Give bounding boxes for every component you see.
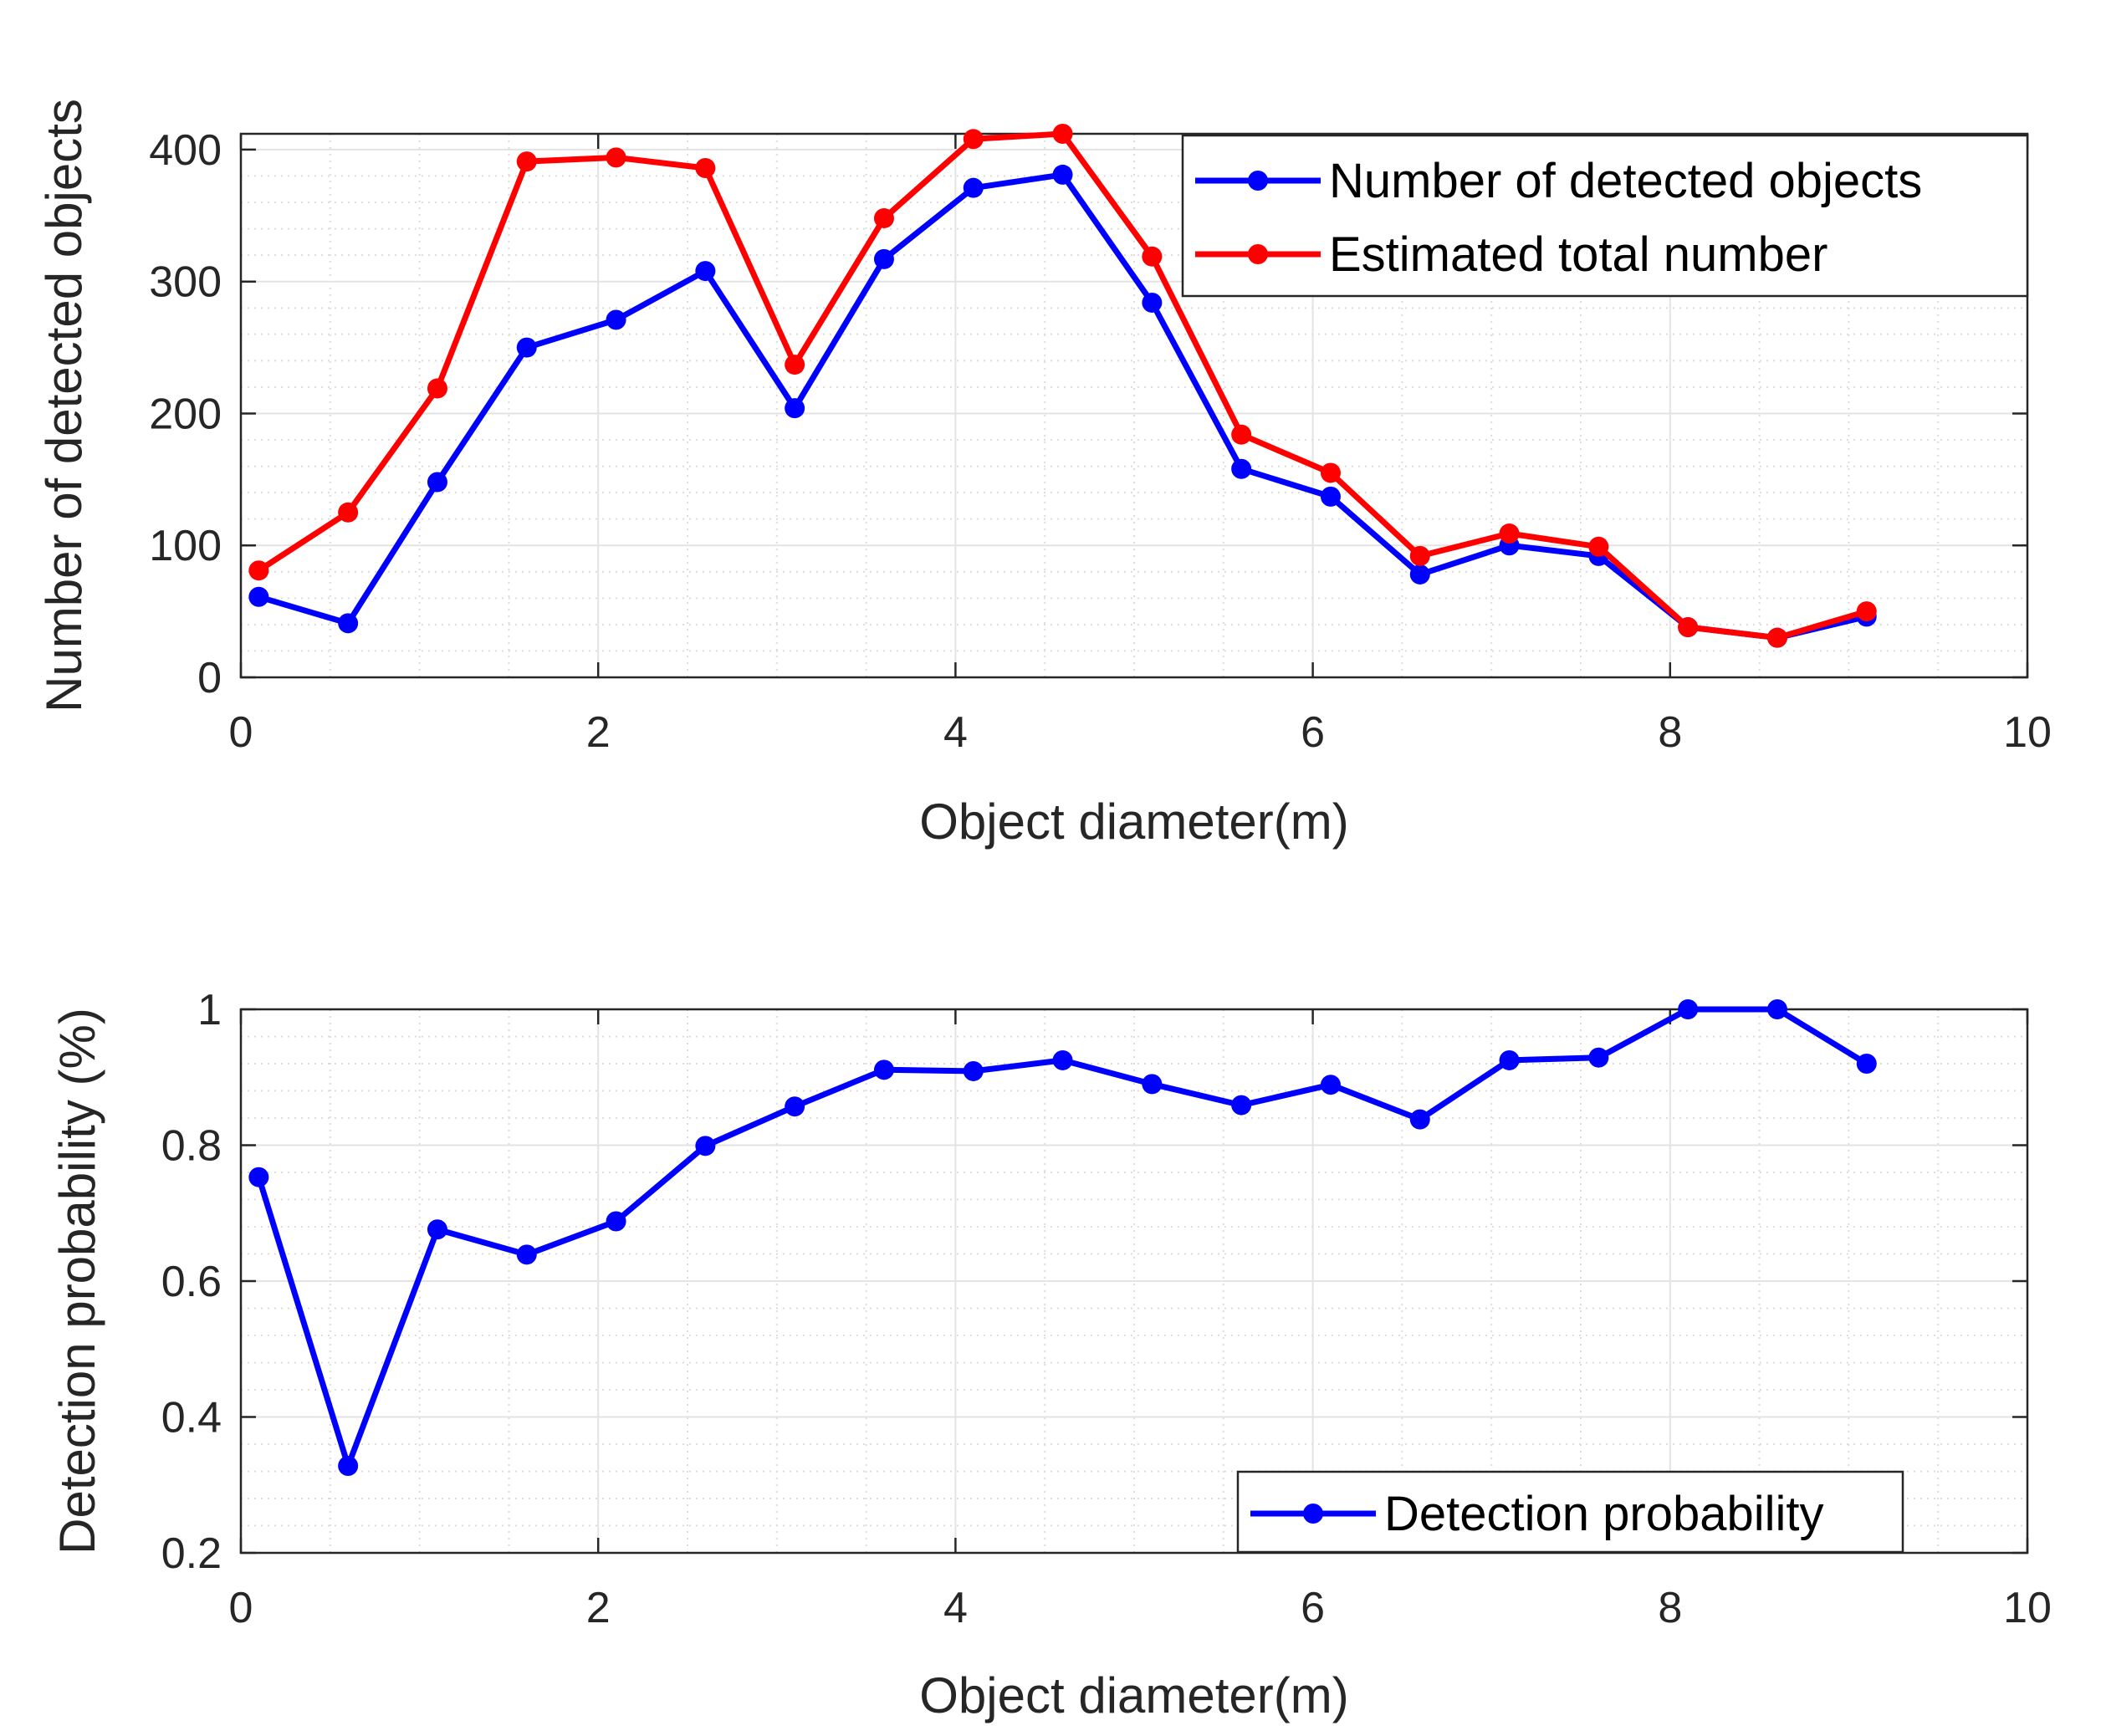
legend-item: Estimated total number	[1195, 227, 1828, 282]
legend-item: Number of detected objects	[1195, 154, 1922, 208]
data-point	[1320, 1075, 1341, 1095]
x-tick-label: 0	[229, 1584, 253, 1632]
data-point	[1231, 424, 1252, 445]
y-tick-label: 200	[149, 390, 222, 438]
x-tick-label: 0	[229, 708, 253, 757]
data-point	[873, 1059, 894, 1080]
legend: Number of detected objects Estimated tota…	[1181, 134, 2029, 298]
y-tick-label: 0.8	[161, 1122, 222, 1171]
x-axis-title: Object diameter(m)	[919, 794, 1348, 850]
x-tick-label: 2	[586, 708, 611, 757]
data-point	[248, 1167, 269, 1187]
data-point	[1678, 617, 1699, 638]
data-point	[1409, 545, 1430, 566]
x-tick-label: 6	[1301, 1584, 1325, 1632]
data-point	[1409, 1109, 1430, 1130]
x-tick-label: 10	[2003, 1584, 2052, 1632]
data-point	[516, 337, 537, 358]
data-point	[963, 129, 984, 150]
data-point	[1142, 246, 1163, 267]
data-point	[427, 472, 447, 493]
data-point	[248, 586, 269, 607]
chart-2: 0 2 4 6 8 10 0.2 0.4 0.6 0.8 1 Object diameter(m) De…	[49, 986, 2052, 1723]
data-point	[1320, 486, 1341, 507]
series-2	[248, 124, 1877, 648]
legend-marker	[1303, 1504, 1323, 1524]
data-point	[1320, 462, 1341, 483]
data-point	[1588, 1047, 1609, 1068]
y-tick-label: 0	[197, 654, 222, 702]
data-point	[1231, 458, 1252, 479]
data-point	[695, 158, 716, 179]
legend-label: Detection probability	[1384, 1487, 1824, 1541]
y-tick-label: 400	[149, 126, 222, 175]
data-point	[606, 309, 626, 330]
x-tick-label: 8	[1658, 708, 1682, 757]
y-tick-label: 0.6	[161, 1258, 222, 1306]
x-tick-label: 4	[943, 708, 968, 757]
y-axis-title: Number of detected objects	[36, 99, 92, 712]
data-point	[1856, 601, 1877, 622]
y-tick-label: 0.2	[161, 1529, 222, 1578]
data-point	[427, 378, 447, 399]
x-tick-label: 4	[943, 1584, 968, 1632]
data-point	[1409, 564, 1430, 585]
data-point	[1052, 1049, 1073, 1070]
y-tick-label: 300	[149, 258, 222, 307]
data-point	[1678, 999, 1699, 1019]
data-point	[963, 177, 984, 198]
legend-marker	[1248, 171, 1268, 191]
x-tick-label: 2	[586, 1584, 611, 1632]
data-point	[785, 355, 805, 375]
data-point	[873, 248, 894, 269]
data-point	[1856, 1054, 1877, 1074]
data-point	[1588, 536, 1609, 557]
x-axis-title: Object diameter(m)	[919, 1667, 1348, 1723]
data-point	[1231, 1095, 1252, 1116]
data-point	[873, 207, 894, 228]
data-point	[785, 398, 805, 419]
data-point	[606, 147, 626, 168]
x-tick-label: 10	[2003, 708, 2052, 757]
axes-box	[239, 132, 2029, 679]
legend-label: Estimated total number	[1329, 227, 1828, 282]
legend-item: Detection probability	[1250, 1487, 1824, 1541]
data-point	[1766, 627, 1787, 648]
legend-marker	[1248, 244, 1268, 264]
legend-box	[1181, 134, 2029, 298]
data-point	[516, 1244, 537, 1265]
y-tick-label: 1	[197, 986, 222, 1034]
x-tick-label: 8	[1658, 1584, 1682, 1632]
data-point	[1142, 292, 1163, 313]
data-point	[606, 1211, 626, 1232]
legend: Detection probability	[1236, 1470, 1904, 1554]
data-point	[785, 1096, 805, 1117]
data-point	[1052, 124, 1073, 144]
data-point	[1499, 523, 1520, 544]
legend-label: Number of detected objects	[1329, 154, 1922, 208]
data-point	[516, 151, 537, 172]
data-point	[1052, 164, 1073, 185]
y-axis-title: Detection probability (%)	[49, 1008, 105, 1555]
data-point	[1766, 999, 1787, 1019]
data-point	[963, 1060, 984, 1081]
data-point	[338, 502, 359, 523]
x-tick-label: 6	[1301, 708, 1325, 757]
data-point	[695, 261, 716, 282]
data-point	[248, 560, 269, 581]
data-point	[427, 1219, 447, 1240]
data-point	[338, 1456, 359, 1476]
data-point	[1499, 1049, 1520, 1070]
y-tick-label: 100	[149, 522, 222, 570]
y-tick-label: 0.4	[161, 1394, 222, 1442]
data-point	[695, 1136, 716, 1156]
series-1	[248, 999, 1877, 1476]
data-point	[1142, 1074, 1163, 1095]
data-point	[338, 613, 359, 634]
